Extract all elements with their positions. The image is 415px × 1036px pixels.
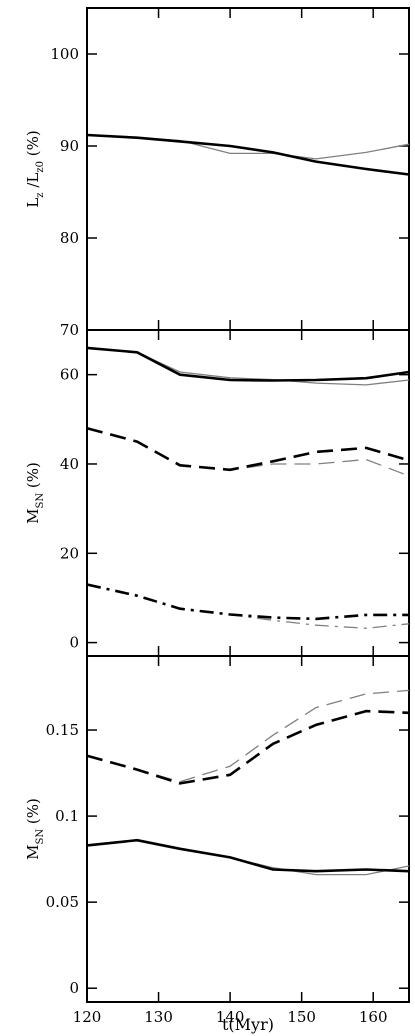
series-line-dashdot-thin bbox=[86, 583, 410, 629]
y-tick-label: 0 bbox=[69, 979, 79, 997]
series-line-solid-thick bbox=[86, 133, 410, 176]
x-axis-label: t(Myr) bbox=[222, 1015, 274, 1034]
y-tick-label: 70 bbox=[60, 321, 79, 339]
x-tick-label: 120 bbox=[73, 1008, 102, 1026]
y-axis-label: MSN (%) bbox=[24, 798, 46, 860]
x-tick-label: 140 bbox=[216, 1008, 245, 1026]
y-tick-label: 0.15 bbox=[46, 721, 79, 739]
y-tick-label: 60 bbox=[60, 366, 79, 384]
series-line-dashdot-thick bbox=[86, 583, 409, 621]
series-group bbox=[86, 346, 410, 629]
y-tick-label: 0.05 bbox=[46, 893, 79, 911]
x-tick-label: 160 bbox=[359, 1008, 388, 1026]
y-tick-label: 0.1 bbox=[55, 807, 79, 825]
series-line-solid-thick bbox=[86, 346, 410, 382]
y-axis-label: Lz /Lz0 (%) bbox=[24, 130, 46, 207]
series-line-solid-thick bbox=[86, 838, 410, 873]
x-tick-label: 130 bbox=[144, 1008, 173, 1026]
y-tick-label: 80 bbox=[60, 229, 79, 247]
series-line-dashed-thick bbox=[86, 709, 410, 785]
panel-mass-percent: 0 20 40 60 MSN (%) bbox=[24, 329, 410, 657]
x-tick-label: 150 bbox=[287, 1008, 316, 1026]
series-line-dashed-thin bbox=[86, 427, 410, 477]
series-group bbox=[86, 689, 410, 876]
y-tick-label: 90 bbox=[60, 137, 79, 155]
panel-mass-fraction: 0 0.05 0.1 0.15 120 130 140 150 160 MSN (%) t(My… bbox=[24, 655, 410, 1034]
y-tick-label: 40 bbox=[60, 455, 79, 473]
y-axis-label: MSN (%) bbox=[24, 462, 46, 524]
plot-frame bbox=[86, 655, 410, 1003]
series-line-dashed-thick bbox=[86, 426, 410, 472]
y-tick-label: 100 bbox=[50, 45, 79, 63]
series-group bbox=[86, 133, 410, 176]
y-tick-label: 0 bbox=[69, 634, 79, 652]
panel-angular-momentum: 70 80 90 100 Lz /Lz0 (%) bbox=[24, 7, 410, 339]
y-tick-label: 20 bbox=[60, 544, 79, 562]
ticks: 0 0.05 0.1 0.15 120 130 140 150 160 bbox=[46, 656, 409, 1026]
ticks: 70 80 90 100 bbox=[50, 8, 409, 339]
ticks: 0 20 40 60 bbox=[60, 330, 409, 656]
